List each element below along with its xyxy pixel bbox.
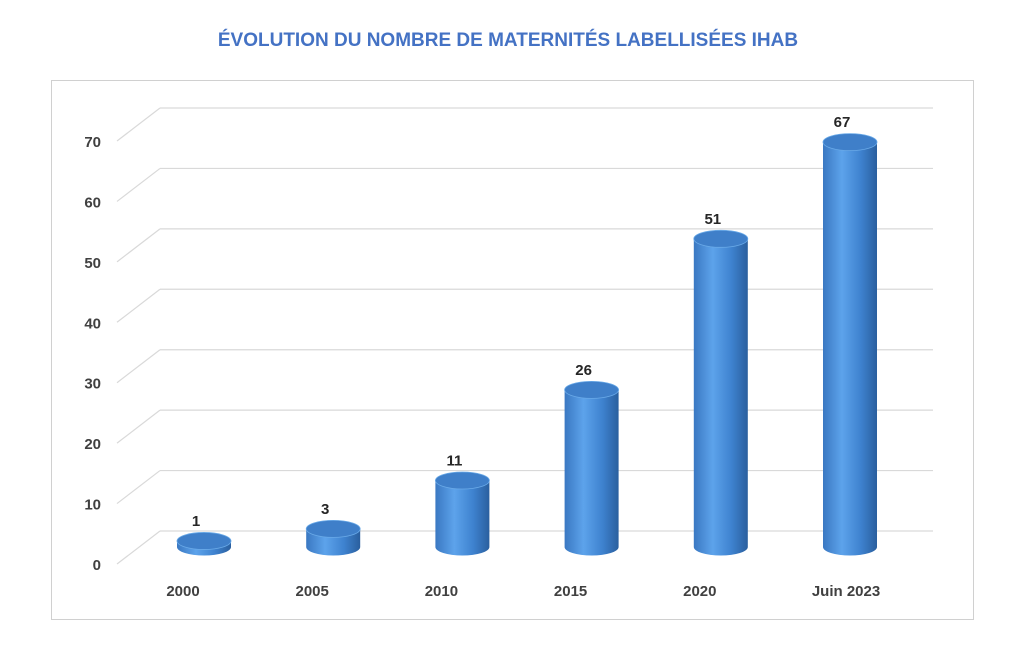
grid-diagonal	[116, 107, 161, 142]
x-tick-label: 2020	[683, 583, 716, 600]
gridlines	[116, 107, 933, 565]
x-axis: 2000 2005 2010 2015 2020 Juin 2023	[166, 583, 880, 600]
grid-diagonal	[116, 409, 161, 444]
grid-diagonal	[116, 167, 161, 202]
grid-diagonal	[116, 228, 161, 263]
bar-top	[434, 471, 490, 490]
data-label: 67	[834, 114, 851, 131]
y-tick-label: 0	[93, 557, 101, 574]
data-label: 26	[575, 362, 592, 379]
data-label: 1	[192, 513, 200, 530]
bar-top	[564, 380, 619, 399]
bar: 51	[693, 211, 749, 556]
bar: 3	[305, 501, 361, 556]
bar: 1	[176, 513, 232, 556]
bar: 67	[822, 114, 878, 556]
data-label: 11	[446, 453, 462, 470]
x-tick-label: Juin 2023	[812, 583, 880, 600]
bar-top	[176, 532, 232, 550]
bar-top	[822, 133, 878, 152]
bar: 11	[434, 453, 490, 556]
y-tick-label: 20	[84, 436, 101, 453]
x-tick-label: 2015	[554, 583, 587, 600]
data-label: 51	[704, 211, 721, 228]
grid-diagonal	[116, 470, 161, 505]
bar-body	[564, 389, 619, 556]
grid-diagonal	[116, 288, 161, 323]
y-tick-label: 50	[84, 255, 101, 272]
y-axis: 0 10 20 30 40 50 60 70	[84, 134, 101, 574]
bar-top	[305, 519, 361, 538]
y-tick-label: 70	[84, 134, 101, 151]
y-tick-label: 10	[84, 497, 101, 514]
bar-body	[435, 480, 490, 556]
y-tick-label: 30	[84, 376, 101, 393]
grid-diagonal	[116, 349, 161, 384]
y-tick-label: 40	[84, 315, 101, 332]
bar-top	[693, 229, 749, 248]
chart-title: ÉVOLUTION DU NOMBRE DE MATERNITÉS LABELL…	[217, 30, 799, 51]
y-tick-label: 60	[84, 194, 101, 211]
bar-body	[823, 142, 877, 556]
x-tick-label: 2010	[425, 583, 458, 600]
bar: 26	[564, 362, 619, 556]
bars: 1 3 11 26 51 67	[176, 114, 878, 556]
x-tick-label: 2005	[296, 583, 329, 600]
data-label: 3	[321, 501, 329, 518]
bar-body	[693, 238, 748, 556]
grid-diagonal	[116, 530, 161, 565]
x-tick-label: 2000	[166, 583, 199, 600]
